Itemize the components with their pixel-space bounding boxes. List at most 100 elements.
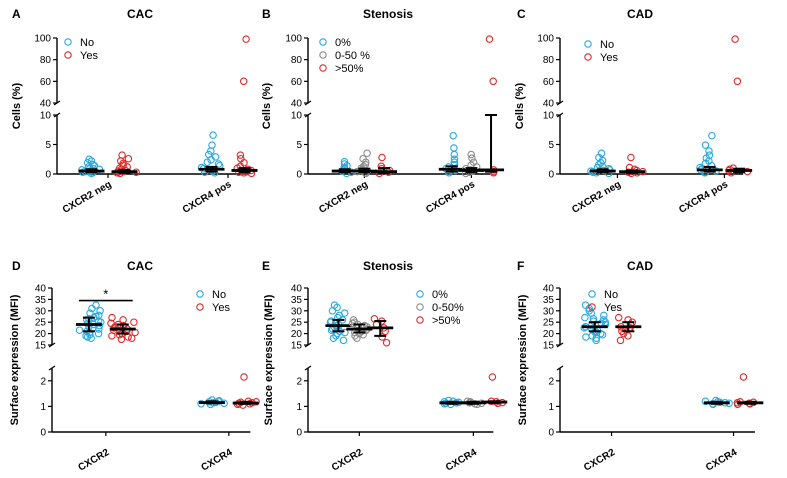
axis-break (304, 365, 312, 371)
legend: 0%0-50%>50% (416, 289, 464, 327)
data-point (208, 141, 216, 149)
series--50- (371, 35, 505, 178)
data-point (581, 313, 589, 322)
data-point (450, 144, 458, 152)
data-point (94, 329, 103, 338)
data-point (450, 160, 459, 169)
data-point (582, 333, 590, 341)
legend-marker (64, 51, 72, 59)
y-tick-label: 80 (291, 55, 303, 66)
legend-label: 0-50 % (335, 50, 370, 62)
data-point (450, 150, 459, 159)
data-point (329, 334, 338, 342)
x-tick-label: CXCR2 neg (317, 179, 370, 216)
legend-marker (196, 303, 204, 311)
data-point (95, 311, 103, 320)
y-axis-label: Surface expression (MFI) (517, 294, 529, 425)
x-tick-label: CXCR2 neg (61, 179, 114, 216)
y-tick-label: 60 (291, 77, 303, 88)
y-tick-label: 1 (548, 402, 554, 413)
y-tick-label: 1 (40, 402, 46, 413)
data-point (627, 153, 635, 162)
panel-letter: F (517, 259, 524, 273)
data-point (705, 151, 714, 159)
y-tick-label: 40 (35, 284, 47, 295)
x-tick-label: CXCR4 pos (424, 179, 477, 216)
data-point (203, 158, 212, 166)
legend-label: Yes (80, 50, 98, 62)
series-no (587, 131, 723, 178)
legend-label: 0% (432, 289, 448, 301)
y-tick-label: 10 (543, 111, 555, 122)
y-tick-label: 10 (291, 111, 303, 122)
panel-title: Stenosis (363, 7, 413, 21)
data-point (382, 338, 391, 347)
panel-letter: E (262, 259, 270, 273)
y-tick-label: 1 (296, 402, 302, 413)
series-no (78, 131, 225, 178)
data-point (340, 157, 349, 166)
x-tick-label: CXCR4 pos (677, 179, 730, 216)
panel-letter: C (517, 7, 526, 21)
legend-marker (416, 303, 424, 311)
data-point (701, 141, 710, 149)
y-tick-label: 100 (537, 34, 554, 45)
y-tick-label: 35 (35, 295, 47, 306)
data-point (378, 153, 386, 162)
y-tick-label: 20 (543, 329, 555, 340)
data-point (92, 301, 100, 309)
series-0- (325, 301, 466, 409)
data-point (701, 397, 710, 406)
y-tick-label: 40 (543, 284, 555, 295)
data-point (595, 160, 603, 169)
series-no (580, 301, 733, 409)
series-yes (107, 313, 260, 409)
data-point (469, 158, 478, 166)
series-yes (111, 35, 258, 178)
panel-d: D CAC Surface expression (MFI) 0 1 2 152025303… (9, 259, 260, 474)
y-tick-label: 0 (40, 428, 46, 439)
y-tick-label: 20 (35, 329, 47, 340)
significance-star: * (103, 287, 108, 302)
data-point (237, 154, 245, 163)
axis-break (556, 365, 564, 371)
y-tick-label: 15 (543, 341, 555, 352)
data-point (349, 316, 358, 324)
data-point (209, 131, 217, 139)
x-tick-label: CXCR2 (76, 447, 111, 474)
legend-label: No (80, 37, 94, 49)
data-point (330, 301, 339, 309)
y-tick-label: 25 (35, 318, 47, 329)
data-point (599, 316, 608, 324)
series-yes (619, 35, 753, 178)
legend-marker (319, 38, 327, 46)
series--50- (367, 315, 508, 408)
y-tick-label: 30 (543, 306, 555, 317)
legend-label: Yes (212, 302, 230, 314)
legend-label: No (600, 39, 614, 51)
series-yes (614, 313, 764, 409)
y-tick-label: 25 (291, 318, 303, 329)
legend-marker (584, 40, 592, 48)
x-tick-label: CXCR4 (704, 447, 739, 474)
y-tick-label: 35 (543, 295, 555, 306)
data-point (597, 149, 606, 158)
y-tick-label: 15 (35, 341, 47, 352)
x-tick-label: CXCR4 pos (181, 179, 234, 216)
data-point (614, 313, 623, 322)
y-tick-label: 15 (291, 341, 303, 352)
x-tick-label: CXCR4 (199, 447, 234, 474)
legend-label: 0-50% (432, 302, 464, 314)
data-point (83, 159, 92, 167)
y-tick-label: 35 (291, 295, 303, 306)
data-point (589, 317, 598, 325)
data-point (363, 149, 371, 158)
data-point (107, 319, 115, 328)
data-point (488, 373, 497, 381)
data-point (733, 77, 742, 86)
data-point (83, 333, 92, 341)
